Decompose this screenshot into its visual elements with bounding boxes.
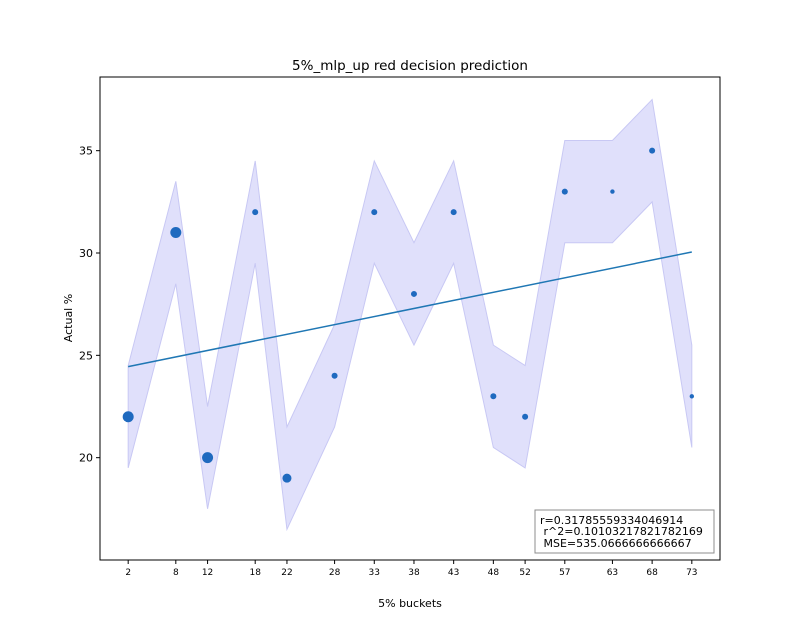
y-tick-label: 25	[79, 349, 93, 362]
y-tick-label: 35	[79, 145, 93, 158]
plot-area	[99, 76, 721, 561]
x-tick-label: 12	[202, 568, 213, 578]
confidence-band	[127, 98, 693, 532]
trend-line	[128, 251, 692, 368]
x-tick-label: 43	[448, 568, 459, 578]
data-point	[490, 393, 497, 400]
x-axis-ticks: 2 8 12 18 22 28 33 38 43 48 52 57 63 68 73	[125, 560, 698, 578]
y-axis-ticks: 20 25 30 35	[79, 145, 100, 465]
confidence-band-area	[127, 98, 693, 532]
x-tick-label: 8	[173, 568, 179, 578]
data-point	[410, 290, 417, 297]
x-tick-label: 33	[369, 568, 380, 578]
data-points	[122, 147, 695, 483]
x-tick-label: 28	[329, 568, 341, 578]
data-point	[561, 188, 568, 195]
x-tick-label: 38	[408, 568, 420, 578]
x-tick-label: 52	[519, 568, 530, 578]
x-tick-label: 57	[559, 568, 570, 578]
x-tick-label: 63	[607, 568, 618, 578]
data-point	[170, 227, 182, 239]
data-point	[282, 473, 292, 483]
x-tick-label: 73	[686, 568, 697, 578]
data-point	[450, 209, 457, 216]
data-point	[522, 413, 529, 420]
trend-line-layer	[128, 251, 692, 368]
data-point	[610, 189, 615, 194]
data-point	[252, 209, 259, 216]
x-tick-label: 18	[249, 568, 261, 578]
x-axis-label: 5% buckets	[378, 597, 442, 610]
chart-title: 5%_mlp_up red decision prediction	[292, 58, 528, 74]
stats-mse: MSE=535.0666666666667	[540, 537, 692, 550]
y-axis-label: Actual %	[62, 294, 75, 342]
data-point	[331, 372, 338, 379]
stats-box: r=0.31785559334046914 r^2=0.101032178217…	[534, 509, 715, 554]
x-tick-label: 22	[281, 568, 292, 578]
data-point	[202, 452, 214, 464]
data-point	[689, 394, 695, 399]
x-tick-label: 48	[488, 568, 500, 578]
data-point	[371, 209, 378, 216]
stats-box-frame	[534, 509, 715, 554]
data-point	[122, 411, 134, 423]
stats-r: r=0.31785559334046914	[540, 514, 683, 527]
x-tick-label: 2	[125, 568, 131, 578]
data-point	[649, 147, 656, 154]
stats-r-squared: r^2=0.10103217821782169	[540, 525, 703, 538]
y-tick-label: 20	[79, 452, 93, 465]
x-tick-label: 68	[646, 568, 658, 578]
y-tick-label: 30	[79, 247, 93, 260]
